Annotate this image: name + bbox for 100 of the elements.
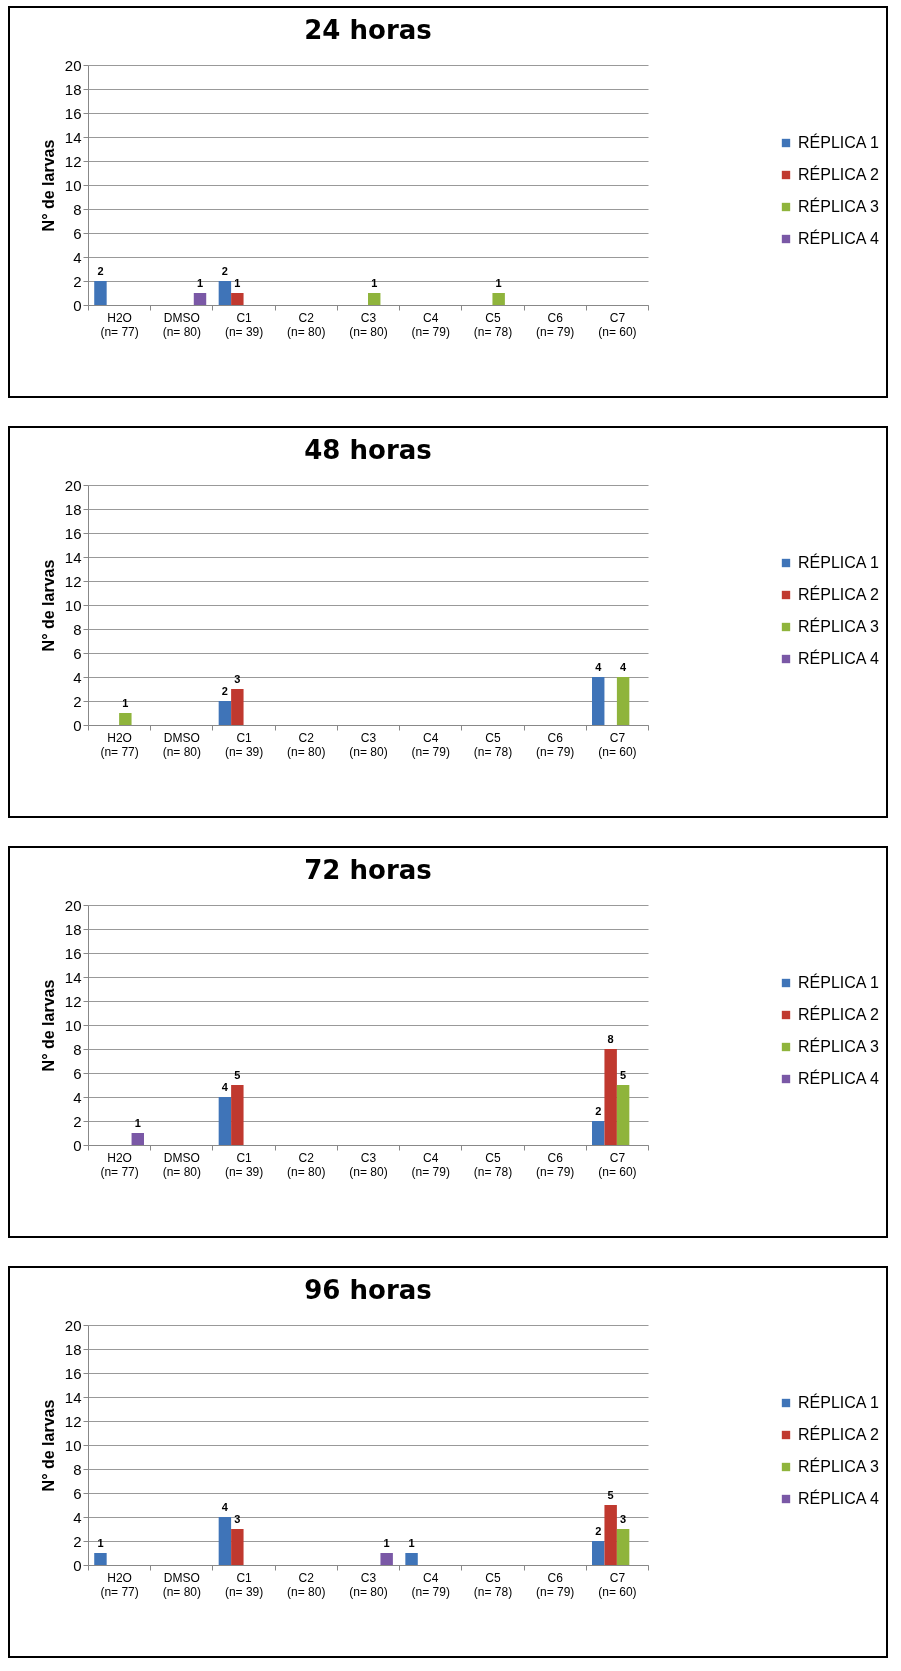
data-label: 1	[97, 1537, 104, 1549]
x-tick-label: C7 (n= 60)	[598, 310, 637, 339]
y-tick-label: 0	[73, 716, 82, 734]
x-tick-label: C5 (n= 78)	[473, 1150, 513, 1179]
legend-label: RÉPLICA 3	[798, 1457, 880, 1475]
x-tick-label: C4 (n= 79)	[411, 730, 450, 759]
chart-title: 48 horas	[304, 435, 432, 465]
x-tick-label: H2O (n= 77)	[100, 1570, 139, 1599]
legend-label: RÉPLICA 3	[798, 197, 880, 215]
y-tick-label: 20	[64, 896, 82, 914]
y-axis-title: N° de larvas	[39, 139, 57, 232]
y-tick-label: 10	[64, 176, 82, 194]
y-axis-title: N° de larvas	[39, 1399, 57, 1492]
legend-label: RÉPLICA 2	[798, 1005, 880, 1023]
y-tick-label: 6	[73, 644, 82, 662]
bar	[218, 1517, 232, 1565]
x-tick-label: DMSO (n= 80)	[162, 310, 202, 339]
bar	[616, 1085, 630, 1145]
legend-label: RÉPLICA 1	[798, 973, 880, 991]
bar	[592, 1121, 605, 1145]
data-label: 1	[196, 277, 204, 289]
data-label: 2	[97, 265, 104, 277]
data-label: 1	[234, 277, 241, 289]
x-tick-label: C3 (n= 80)	[349, 310, 388, 339]
y-tick-label: 4	[73, 668, 82, 686]
y-tick-label: 14	[64, 968, 82, 986]
x-tick-label: C2 (n= 80)	[287, 1150, 326, 1179]
y-tick-label: 12	[64, 572, 82, 590]
bar	[231, 689, 244, 725]
y-tick-label: 0	[73, 1136, 82, 1154]
x-tick-label: C1 (n= 39)	[224, 1570, 264, 1599]
y-axis-title: N° de larvas	[39, 979, 57, 1072]
data-label: 2	[595, 1105, 602, 1117]
y-tick-label: 12	[64, 1412, 82, 1430]
data-label: 1	[371, 277, 378, 289]
data-label: 4	[221, 1501, 229, 1513]
legend-label: RÉPLICA 1	[798, 553, 880, 571]
y-tick-label: 0	[73, 1556, 82, 1574]
x-tick-label: C4 (n= 79)	[411, 1570, 450, 1599]
y-tick-label: 10	[64, 596, 82, 614]
data-label: 1	[383, 1537, 390, 1549]
data-label: 4	[620, 661, 628, 673]
y-tick-label: 4	[73, 248, 82, 266]
bar	[592, 1541, 605, 1565]
x-tick-label: C6 (n= 79)	[535, 310, 575, 339]
x-tick-label: C3 (n= 80)	[349, 1570, 388, 1599]
legend-label: RÉPLICA 4	[798, 649, 880, 667]
y-tick-label: 16	[64, 104, 82, 122]
x-tick-label: C7 (n= 60)	[598, 730, 637, 759]
y-tick-label: 14	[64, 548, 82, 566]
y-tick-label: 8	[73, 1460, 82, 1478]
y-tick-label: 10	[64, 1016, 82, 1034]
bar	[94, 1553, 107, 1565]
x-tick-label: DMSO (n= 80)	[162, 1570, 202, 1599]
data-label: 5	[620, 1069, 627, 1081]
chart-title: 96 horas	[304, 1275, 432, 1305]
y-tick-label: 18	[64, 920, 82, 938]
y-tick-label: 8	[73, 200, 82, 218]
x-tick-label: C6 (n= 79)	[535, 1150, 575, 1179]
chart-title: 24 horas	[304, 15, 432, 45]
data-label: 1	[122, 697, 129, 709]
x-tick-label: C2 (n= 80)	[287, 1570, 326, 1599]
y-tick-label: 20	[64, 56, 82, 74]
x-tick-label: C3 (n= 80)	[349, 730, 388, 759]
x-tick-label: C2 (n= 80)	[287, 310, 326, 339]
x-tick-label: C4 (n= 79)	[411, 310, 450, 339]
bar	[616, 677, 630, 725]
bar	[616, 1529, 630, 1565]
bar	[405, 1553, 418, 1565]
x-tick-label: C5 (n= 78)	[473, 310, 513, 339]
x-tick-label: H2O (n= 77)	[100, 730, 139, 759]
y-tick-label: 18	[64, 1340, 82, 1358]
legend-label: RÉPLICA 2	[798, 1425, 880, 1443]
bar	[231, 1085, 244, 1145]
bar	[131, 1133, 144, 1145]
y-tick-label: 12	[64, 152, 82, 170]
legend-label: RÉPLICA 2	[798, 165, 880, 183]
legend-label: RÉPLICA 3	[798, 617, 880, 635]
data-label: 3	[620, 1513, 627, 1525]
y-tick-label: 2	[73, 272, 82, 290]
y-tick-label: 20	[64, 1316, 82, 1334]
x-tick-label: H2O (n= 77)	[100, 310, 139, 339]
y-tick-label: 8	[73, 620, 82, 638]
bar	[604, 1505, 617, 1565]
y-tick-label: 6	[73, 1064, 82, 1082]
bar	[231, 1529, 244, 1565]
y-tick-label: 6	[73, 224, 82, 242]
x-tick-label: C1 (n= 39)	[224, 730, 264, 759]
y-tick-label: 2	[73, 1112, 82, 1130]
chart-title: 72 horas	[304, 855, 432, 885]
legend-label: RÉPLICA 3	[798, 1037, 880, 1055]
x-tick-label: C2 (n= 80)	[287, 730, 326, 759]
y-tick-label: 4	[73, 1508, 82, 1526]
legend-label: RÉPLICA 4	[798, 1489, 880, 1507]
legend-label: RÉPLICA 2	[798, 585, 880, 603]
legend-label: RÉPLICA 1	[798, 133, 880, 151]
y-tick-label: 14	[64, 128, 82, 146]
y-tick-label: 6	[73, 1484, 82, 1502]
x-tick-label: C1 (n= 39)	[224, 310, 264, 339]
bar	[604, 1049, 617, 1145]
